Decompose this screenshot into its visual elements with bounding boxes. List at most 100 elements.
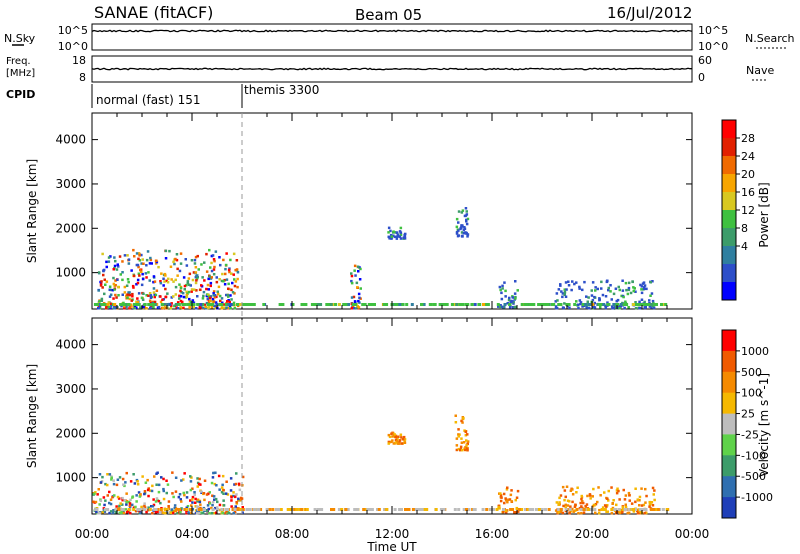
rti-cell bbox=[238, 508, 242, 511]
rti-cell bbox=[571, 500, 574, 504]
rti-cell bbox=[171, 471, 174, 474]
rti-cell bbox=[145, 510, 148, 514]
rti-cell bbox=[388, 237, 391, 240]
rti-cell bbox=[627, 511, 631, 515]
rti-cell bbox=[217, 285, 221, 289]
rti-cell bbox=[129, 480, 133, 483]
rti-cell bbox=[565, 485, 569, 488]
rti-cell bbox=[165, 479, 168, 482]
rti-cell bbox=[500, 291, 503, 295]
rti-cell bbox=[224, 511, 227, 515]
rti-cell bbox=[358, 296, 361, 300]
rti-cell bbox=[455, 217, 459, 221]
rti-cell bbox=[500, 297, 504, 301]
rti-cell bbox=[230, 505, 233, 508]
rti-cell bbox=[239, 303, 243, 306]
rti-cell bbox=[651, 486, 655, 490]
rti-cell bbox=[161, 298, 164, 301]
rti-cell bbox=[193, 493, 196, 497]
rti-cell bbox=[300, 303, 304, 306]
rti-cell bbox=[113, 256, 116, 259]
rti-cell bbox=[108, 473, 112, 476]
rti-cell bbox=[506, 500, 509, 504]
rti-cell bbox=[168, 249, 171, 253]
rti-cell bbox=[235, 259, 239, 262]
rti-cell bbox=[214, 497, 218, 501]
rti-cell bbox=[467, 508, 471, 511]
rti-cell bbox=[136, 508, 140, 511]
rti-cell bbox=[617, 489, 620, 493]
rti-cell bbox=[590, 294, 594, 297]
rti-cell bbox=[205, 270, 209, 273]
rti-cell bbox=[591, 305, 595, 309]
rti-cell bbox=[149, 294, 153, 297]
rti-cell bbox=[582, 508, 586, 511]
rti-cell bbox=[233, 284, 237, 288]
rti-cell bbox=[216, 292, 220, 296]
rti-cell bbox=[557, 288, 561, 291]
rti-cell bbox=[185, 264, 189, 267]
rti-cell bbox=[585, 304, 588, 308]
rti-cell bbox=[554, 300, 557, 303]
rti-cell bbox=[214, 506, 217, 510]
rti-cell bbox=[137, 252, 141, 255]
rti-cell bbox=[117, 265, 120, 268]
rti-cell bbox=[465, 218, 468, 222]
rti-cell bbox=[621, 279, 624, 282]
rti-cell bbox=[526, 303, 530, 306]
rti-cell bbox=[116, 263, 119, 266]
rti-cell bbox=[201, 512, 204, 515]
rti-cell bbox=[610, 508, 614, 511]
rti-cell bbox=[394, 438, 398, 442]
rti-cell bbox=[650, 292, 654, 295]
ytick-label: 2000 bbox=[55, 221, 86, 235]
rti-cell bbox=[577, 306, 580, 310]
rti-cell bbox=[612, 292, 616, 296]
rti-cell bbox=[133, 255, 136, 258]
rti-cell bbox=[457, 229, 460, 232]
rti-cell bbox=[241, 475, 245, 479]
rti-cell bbox=[558, 496, 561, 500]
rti-cell bbox=[189, 480, 193, 483]
rti-cell bbox=[192, 303, 196, 306]
colorbar-tick-label: -500 bbox=[741, 470, 766, 483]
rti-cell bbox=[200, 263, 203, 266]
rti-cell bbox=[410, 303, 414, 306]
rti-cell bbox=[634, 487, 637, 490]
rti-cell bbox=[154, 500, 158, 503]
rti-cell bbox=[109, 510, 113, 513]
rti-cell bbox=[532, 303, 536, 306]
rti-cell bbox=[212, 512, 216, 515]
rti-cell bbox=[632, 508, 635, 511]
rti-cell bbox=[135, 306, 138, 309]
rti-cell bbox=[604, 306, 608, 310]
rti-cell bbox=[135, 252, 139, 255]
rti-cell bbox=[638, 306, 641, 310]
rti-cell bbox=[233, 278, 236, 281]
rti-cell bbox=[402, 236, 406, 239]
rti-cell bbox=[161, 306, 164, 309]
rti-cell bbox=[182, 276, 186, 279]
rti-cell bbox=[121, 498, 124, 502]
rti-cell bbox=[606, 301, 609, 304]
rti-cell bbox=[537, 303, 541, 306]
rti-cell bbox=[570, 288, 573, 292]
rti-cell bbox=[145, 307, 148, 310]
rti-cell bbox=[162, 277, 165, 280]
rti-cell bbox=[213, 482, 217, 486]
rti-cell bbox=[232, 494, 235, 498]
rti-cell bbox=[138, 495, 142, 498]
rti-cell bbox=[367, 303, 371, 306]
rti-cell bbox=[159, 508, 163, 511]
rti-cell bbox=[337, 508, 341, 511]
rti-cell bbox=[201, 297, 205, 300]
rti-cell bbox=[179, 295, 183, 298]
freq-unit-label: [MHz] bbox=[6, 68, 35, 79]
velocity-cells bbox=[92, 414, 670, 515]
rti-cell bbox=[455, 303, 459, 306]
rti-cell bbox=[121, 503, 124, 506]
rti-cell bbox=[517, 510, 520, 513]
rti-cell bbox=[218, 303, 222, 306]
rti-cell bbox=[399, 231, 403, 234]
rti-cell bbox=[572, 510, 575, 513]
